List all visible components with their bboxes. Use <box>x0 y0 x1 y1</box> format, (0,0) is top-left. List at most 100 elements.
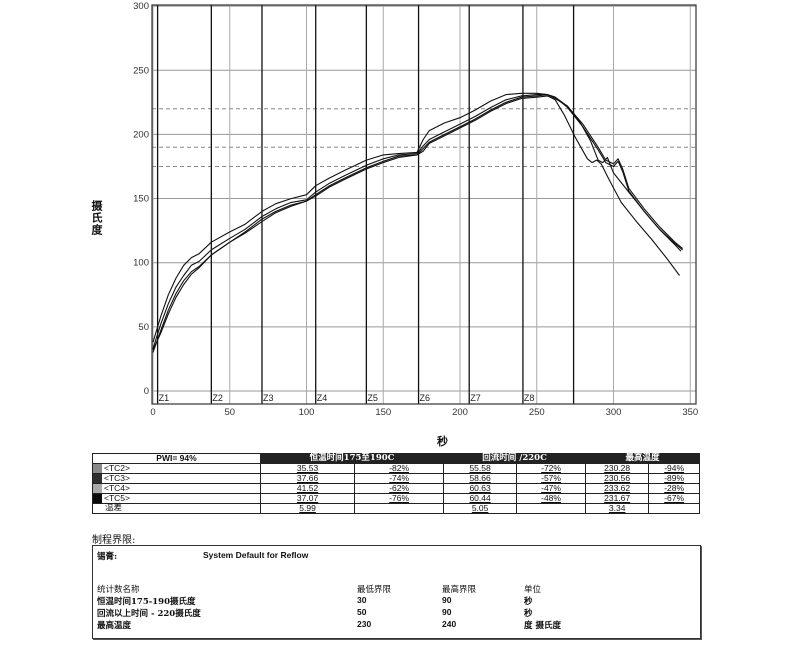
stats-row: <TC4> 41.52 -62% 60.63 -47% 233.62 -28% <box>92 483 700 494</box>
cell-p2: -57% <box>516 473 587 484</box>
x-tick-label: 300 <box>606 407 622 418</box>
zone-label: Z8 <box>524 393 535 403</box>
x-tick-label: 250 <box>529 407 545 418</box>
limit-name: 回流以上时间 - 220摄氏度 <box>97 609 201 619</box>
x-tick-label: 0 <box>150 407 155 418</box>
x-tick-label: 50 <box>224 407 235 418</box>
diff-v2: 5.05 <box>443 503 518 514</box>
zone-label: Z7 <box>470 393 481 403</box>
series-name: <TC3> <box>104 473 130 483</box>
cell-v3: 230.56 <box>585 473 650 484</box>
y-tick-label: 300 <box>133 1 149 12</box>
limit-low: 30 <box>357 595 367 605</box>
series-swatch <box>93 474 102 483</box>
chart-grid <box>152 5 696 404</box>
series-swatch <box>93 494 102 503</box>
cell-p1: -62% <box>354 483 445 494</box>
limit-unit: 秒 <box>524 597 533 607</box>
cell-p3: -89% <box>648 473 700 484</box>
header-reflow-time: 回流时间 /220C <box>443 453 587 464</box>
cell-v2: 60.63 <box>443 483 518 494</box>
x-axis-label: 秒 <box>437 435 448 448</box>
axis-ticks: 0 50 100 150 200 250 300 0 50 100 150 200 250 300 350 <box>133 1 698 418</box>
reflow-profile-chart: Z1 Z2 Z3 Z4 Z5 Z6 Z7 Z8 0 50 100 150 200 250 300 0 50 10… <box>133 1 698 418</box>
cell-v1: 37.66 <box>259 473 356 484</box>
limits-header-name: 统计数名称 <box>97 585 140 595</box>
stats-row: <TC2> 35.53 -82% 55.58 -72% 230.28 -94% <box>92 463 700 474</box>
y-tick-label: 200 <box>133 129 149 140</box>
stats-row: <TC5> 37.07 -76% 60.44 -48% 231.67 -67% <box>92 493 700 504</box>
cell-v2: 58.66 <box>443 473 518 484</box>
zone-label: Z4 <box>317 393 328 403</box>
diff-v1: 5.99 <box>259 503 356 514</box>
y-tick-label: 50 <box>138 322 149 333</box>
curve-TC4 <box>152 94 682 353</box>
stats-table: PWI= 94% 恒温时间175至190C 回流时间 /220C 最高温度 <T… <box>92 453 700 514</box>
x-tick-label: 350 <box>682 407 698 418</box>
cell-p2: -48% <box>516 493 587 504</box>
solder-value: System Default for Reflow <box>203 550 309 560</box>
cell-v2: 60.44 <box>443 493 518 504</box>
y-axis-label: 摄氏度 <box>90 200 103 236</box>
process-limits-title: 制程界限: <box>92 535 136 546</box>
limit-high: 90 <box>442 595 452 605</box>
limit-name: 恒温时间175-190摄氏度 <box>97 597 196 607</box>
header-peak-temp: 最高温度 <box>585 453 700 464</box>
process-limits-box: 锡膏: System Default for Reflow 统计数名称 最低界限… <box>92 545 701 639</box>
y-tick-label: 250 <box>133 65 149 76</box>
zone-label: Z2 <box>212 393 223 403</box>
cell-p3: -94% <box>648 463 700 474</box>
stats-header-row: PWI= 94% 恒温时间175至190C 回流时间 /220C 最高温度 <box>92 453 700 464</box>
zone-label: Z3 <box>263 393 274 403</box>
header-soak-time: 恒温时间175至190C <box>259 453 445 464</box>
series-swatch <box>93 464 102 473</box>
y-tick-label: 100 <box>133 258 149 269</box>
cell-v3: 231.67 <box>585 493 650 504</box>
limit-unit: 度 摄氏度 <box>524 621 561 631</box>
series-name: <TC5> <box>104 493 130 503</box>
zone-lines: Z1 Z2 Z3 Z4 Z5 Z6 Z7 Z8 <box>156 5 575 404</box>
zone-label: Z5 <box>367 393 378 403</box>
zone-label: Z1 <box>159 393 170 403</box>
diff-row: 温差 5.99 5.05 3.34 <box>92 503 700 514</box>
limits-header-unit: 单位 <box>524 585 542 595</box>
y-tick-label: 150 <box>133 194 149 205</box>
limit-low: 50 <box>357 607 367 617</box>
pwi-cell: PWI= 94% <box>92 453 261 464</box>
x-tick-label: 100 <box>299 407 315 418</box>
limits-header-low: 最低界限 <box>357 585 392 595</box>
limit-name: 最高温度 <box>97 621 132 631</box>
cell-p3: -67% <box>648 493 700 504</box>
series-swatch <box>93 484 102 493</box>
cell-p1: -82% <box>354 463 445 474</box>
series-name: <TC2> <box>104 463 130 473</box>
cell-p3: -28% <box>648 483 700 494</box>
limit-high: 90 <box>442 607 452 617</box>
cell-v3: 230.28 <box>585 463 650 474</box>
cell-p2: -72% <box>516 463 587 474</box>
limits-header-high: 最高界限 <box>442 585 477 595</box>
diff-v3: 3.34 <box>585 503 650 514</box>
cell-v3: 233.62 <box>585 483 650 494</box>
cell-p1: -76% <box>354 493 445 504</box>
stats-row: <TC3> 37.66 -74% 58.66 -57% 230.56 -89% <box>92 473 700 484</box>
plot-border <box>151 4 697 405</box>
y-tick-label: 0 <box>144 386 149 397</box>
curve-TC5 <box>152 95 680 351</box>
cell-p2: -47% <box>516 483 587 494</box>
diff-label: 温差 <box>105 503 123 513</box>
curve-TC3 <box>152 94 683 349</box>
cell-v1: 37.07 <box>259 493 356 504</box>
cell-v2: 55.58 <box>443 463 518 474</box>
limit-unit: 秒 <box>524 609 533 619</box>
limit-low: 230 <box>357 619 372 629</box>
limit-high: 240 <box>442 619 457 629</box>
cell-v1: 35.53 <box>259 463 356 474</box>
solder-label: 锡膏: <box>97 552 118 562</box>
zone-label: Z6 <box>420 393 431 403</box>
x-tick-label: 150 <box>375 407 391 418</box>
x-tick-label: 200 <box>452 407 468 418</box>
cell-p1: -74% <box>354 473 445 484</box>
curve-TC2 <box>152 92 683 343</box>
cell-v1: 41.52 <box>259 483 356 494</box>
